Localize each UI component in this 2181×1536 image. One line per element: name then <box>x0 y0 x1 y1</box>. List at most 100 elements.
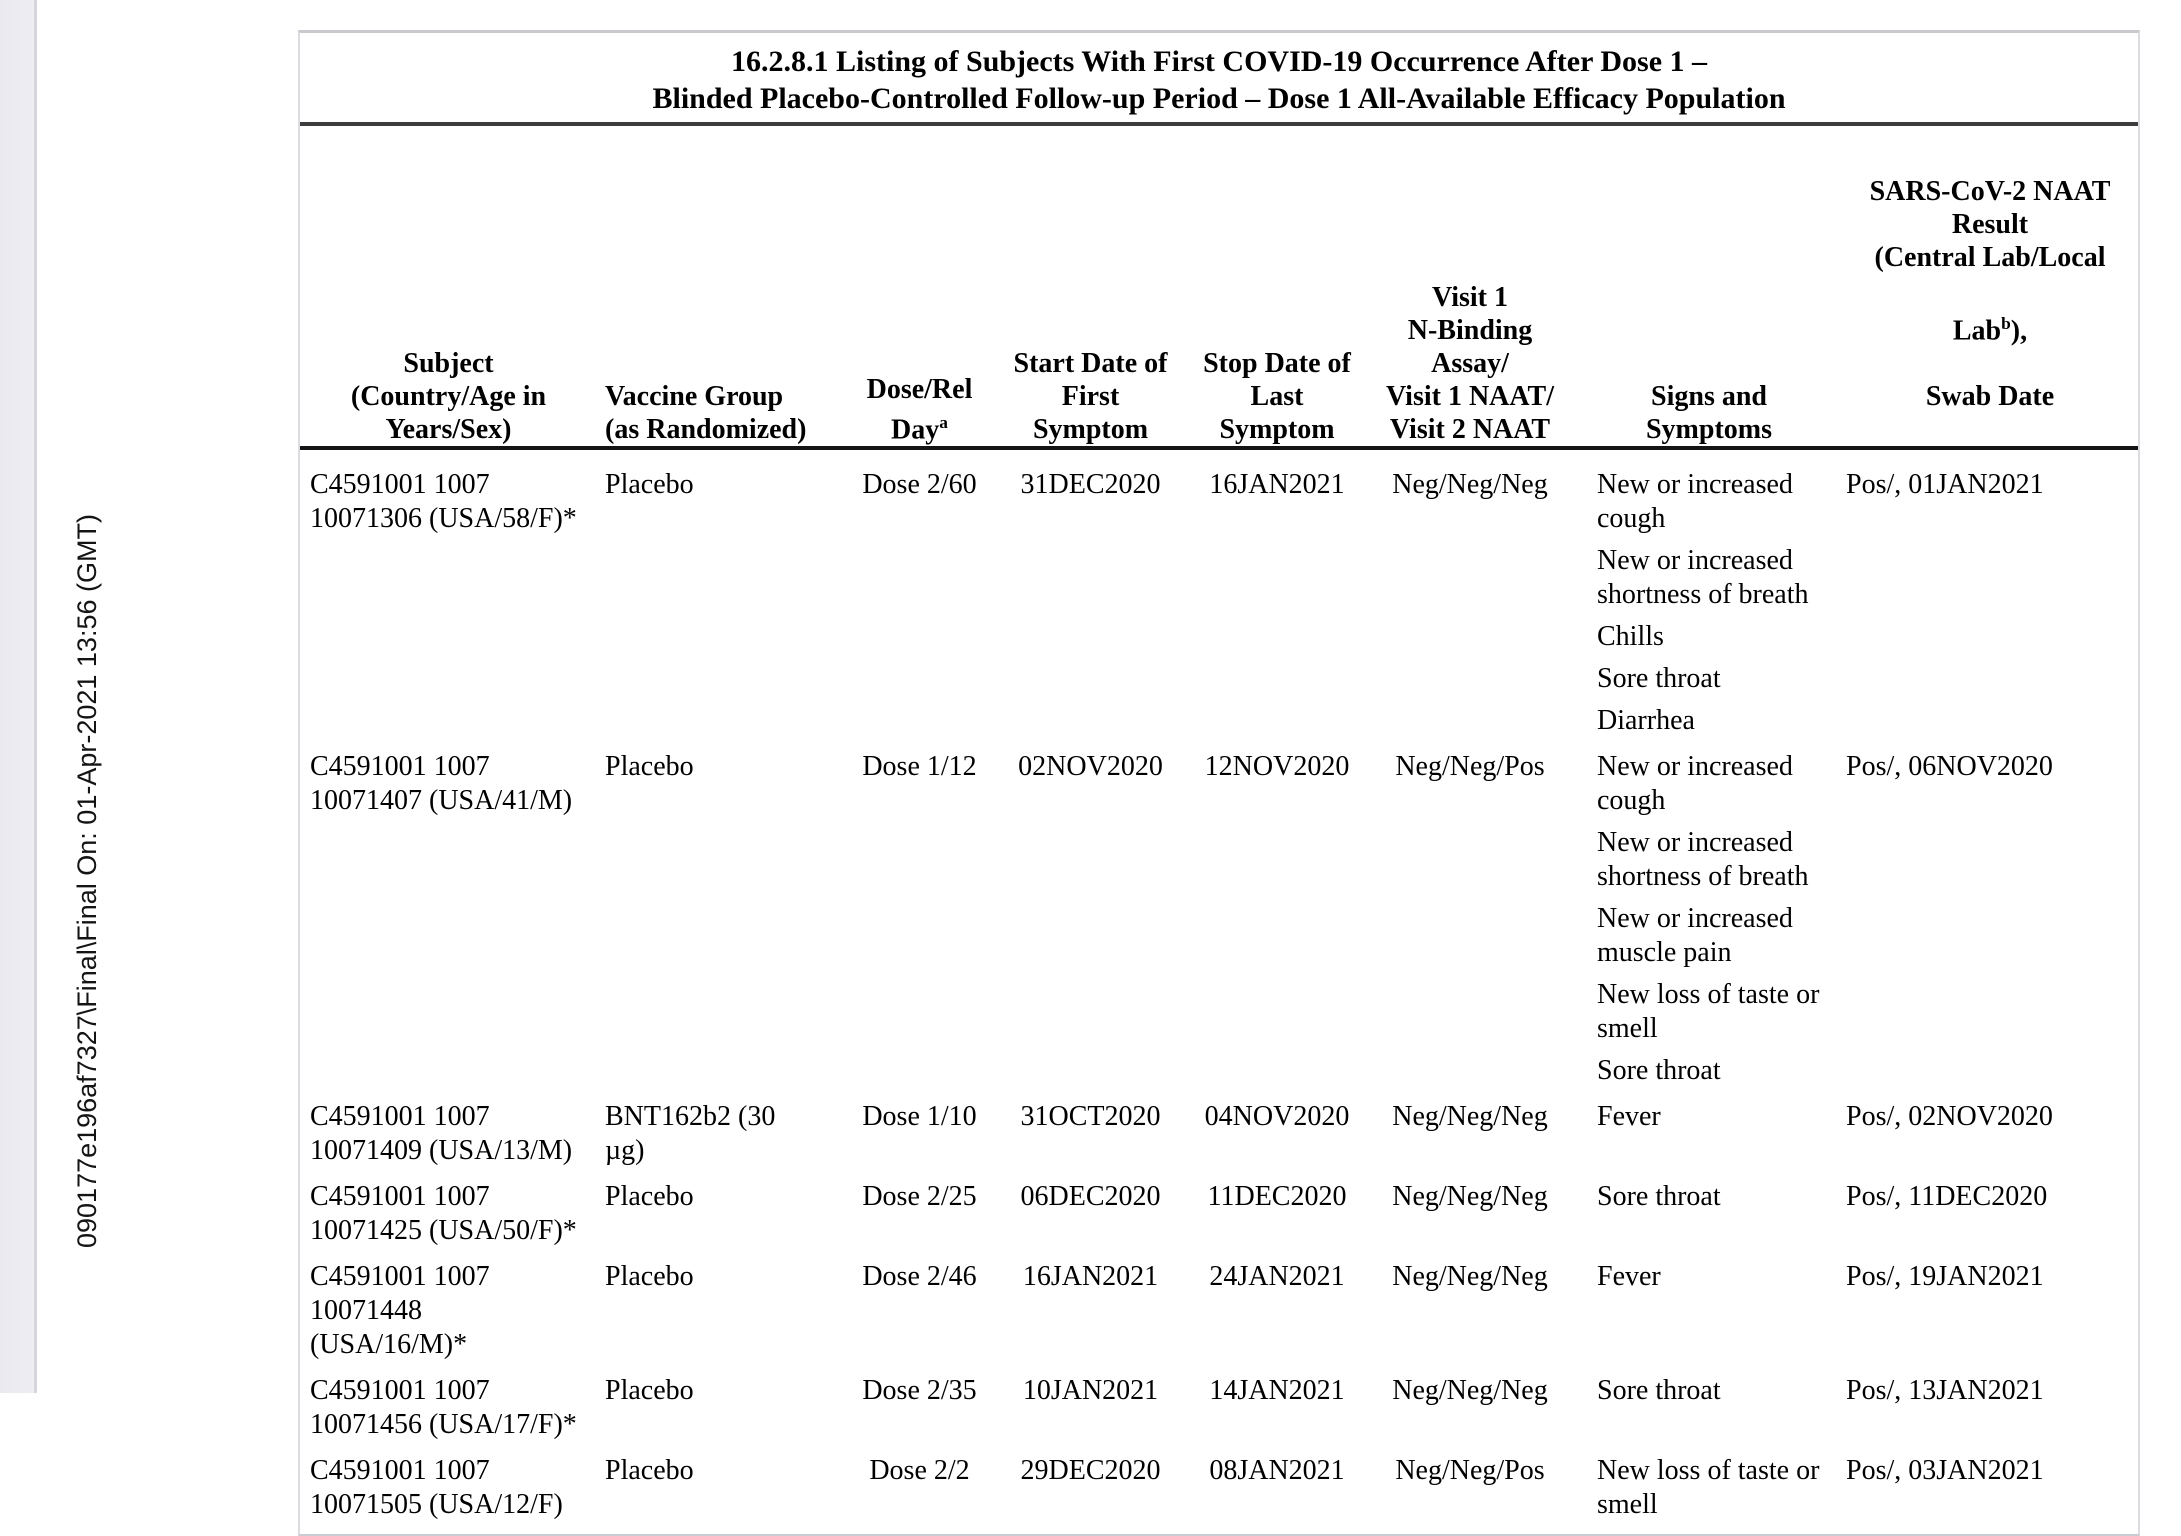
cell-start-date: 10JAN2021 <box>1022 1375 1159 1407</box>
footnote-marker-a: a <box>939 413 948 432</box>
col-header-stop-date: Stop Date of Last Symptom <box>1203 348 1351 446</box>
cell-start-date: 31OCT2020 <box>1020 1101 1161 1133</box>
table-row: C4591001 1007 10071456 (USA/17/F)* Place… <box>300 1362 2138 1442</box>
symptom-item: New or increased shortness of breath <box>1597 827 1809 893</box>
col-header-naat-result-last-line: Swab Date <box>1925 381 2055 413</box>
symptom-item: Sore throat <box>1597 1181 1721 1213</box>
cell-start-date: 29DEC2020 <box>1020 1455 1161 1487</box>
symptom-item: New or increased shortness of breath <box>1597 545 1809 611</box>
lab-line-suffix: ), <box>2010 315 2028 347</box>
col-header-start-date: Start Date of First Symptom <box>1013 348 1168 446</box>
symptom-item: Sore throat <box>1597 663 1721 695</box>
cell-naat-result: Pos/, 02NOV2020 <box>1846 1101 2053 1133</box>
cell-vaccine-group: Placebo <box>605 1455 694 1487</box>
cell-stop-date: 11DEC2020 <box>1207 1181 1347 1213</box>
symptom-item: New or increased cough <box>1597 751 1793 817</box>
symptom-item: Fever <box>1597 1101 1661 1133</box>
cell-subject: C4591001 1007 10071456 (USA/17/F)* <box>310 1375 577 1441</box>
cell-subject: C4591001 1007 10071409 (USA/13/M) <box>310 1101 573 1167</box>
symptom-item: New loss of taste or smell <box>1597 979 1820 1045</box>
cell-stop-date: 14JAN2021 <box>1209 1375 1345 1407</box>
cell-signs-symptoms: New or increased cough New or increased s… <box>1580 468 1838 738</box>
col-header-naat-result-top-lines: SARS-CoV-2 NAAT Result (Central Lab/Loca… <box>1869 176 2111 273</box>
symptom-item: New or increased cough <box>1597 469 1793 535</box>
col-header-dose-rel-day: Dose/Rel Daya <box>852 373 987 446</box>
listing-table: 16.2.8.1 Listing of Subjects With First … <box>298 30 2140 1536</box>
cell-start-date: 16JAN2021 <box>1022 1261 1159 1293</box>
cell-signs-symptoms: Sore throat <box>1580 1374 1838 1408</box>
cell-vaccine-group: BNT162b2 (30 µg) <box>605 1101 776 1167</box>
document-sidebar-watermark: 090177e196af7327\Final\Final On: 01-Apr-… <box>72 514 102 1248</box>
cell-naat-result: Pos/, 01JAN2021 <box>1846 469 2044 501</box>
symptom-item: New or increased muscle pain <box>1597 903 1793 969</box>
cell-dose-rel-day: Dose 2/60 <box>862 469 977 501</box>
cell-signs-symptoms: Sore throat <box>1580 1180 1838 1214</box>
cell-vaccine-group: Placebo <box>605 1375 694 1407</box>
symptom-item: Sore throat <box>1597 1375 1721 1407</box>
cell-stop-date: 08JAN2021 <box>1209 1455 1345 1487</box>
cell-naat-result: Pos/, 19JAN2021 <box>1846 1261 2044 1293</box>
symptom-item: Chills <box>1597 621 1664 653</box>
cell-dose-rel-day: Dose 2/2 <box>869 1455 970 1487</box>
cell-subject: C4591001 1007 10071306 (USA/58/F)* <box>310 469 577 535</box>
symptom-item: Sore throat <box>1597 1055 1721 1087</box>
col-header-signs-symptoms: Signs and Symptoms <box>1645 381 1772 446</box>
cell-start-date: 02NOV2020 <box>1018 751 1163 783</box>
cell-vaccine-group: Placebo <box>605 1261 694 1293</box>
cell-subject: C4591001 1007 10071505 (USA/12/F) <box>310 1455 563 1521</box>
cell-signs-symptoms: Fever <box>1580 1100 1838 1134</box>
cell-dose-rel-day: Dose 2/35 <box>862 1375 977 1407</box>
cell-nbinding-naat: Neg/Neg/Neg <box>1392 1261 1548 1293</box>
col-header-naat-result: SARS-CoV-2 NAAT Result (Central Lab/Loca… <box>1838 142 2142 446</box>
cell-stop-date: 12NOV2020 <box>1204 751 1350 783</box>
cell-start-date: 06DEC2020 <box>1020 1181 1161 1213</box>
table-header-row: Subject (Country/Age in Years/Sex) Vacci… <box>300 126 2138 451</box>
symptom-item: Diarrhea <box>1597 705 1695 737</box>
col-header-nbinding-naat: Visit 1 N-Binding Assay/ Visit 1 NAAT/ V… <box>1386 282 1554 446</box>
cell-naat-result: Pos/, 13JAN2021 <box>1846 1375 2044 1407</box>
table-row: C4591001 1007 10071425 (USA/50/F)* Place… <box>300 1168 2138 1248</box>
cell-signs-symptoms: New loss of taste or smell <box>1580 1454 1838 1522</box>
page-edge-strip <box>0 0 37 1393</box>
symptom-item: Fever <box>1597 1261 1661 1293</box>
cell-signs-symptoms: Fever <box>1580 1260 1838 1294</box>
cell-dose-rel-day: Dose 2/46 <box>862 1261 977 1293</box>
col-header-vaccine-group: Vaccine Group (as Randomized) <box>605 381 807 446</box>
cell-subject: C4591001 1007 10071425 (USA/50/F)* <box>310 1181 577 1247</box>
cell-vaccine-group: Placebo <box>605 469 694 501</box>
cell-naat-result: Pos/, 11DEC2020 <box>1846 1181 2048 1213</box>
table-row: C4591001 1007 10071409 (USA/13/M) BNT162… <box>300 1088 2138 1168</box>
cell-vaccine-group: Placebo <box>605 751 694 783</box>
col-header-dose-label: Dose/Rel Day <box>866 374 973 446</box>
cell-nbinding-naat: Neg/Neg/Neg <box>1392 1101 1548 1133</box>
cell-stop-date: 16JAN2021 <box>1209 469 1345 501</box>
cell-nbinding-naat: Neg/Neg/Neg <box>1392 1375 1548 1407</box>
cell-start-date: 31DEC2020 <box>1020 469 1161 501</box>
cell-stop-date: 04NOV2020 <box>1204 1101 1350 1133</box>
cell-subject: C4591001 1007 10071407 (USA/41/M) <box>310 751 573 817</box>
table-row: C4591001 1007 10071505 (USA/12/F) Placeb… <box>300 1442 2138 1522</box>
cell-dose-rel-day: Dose 1/12 <box>862 751 977 783</box>
table-body: C4591001 1007 10071306 (USA/58/F)* Place… <box>300 450 2138 1534</box>
cell-dose-rel-day: Dose 2/25 <box>862 1181 977 1213</box>
table-row: C4591001 1007 10071306 (USA/58/F)* Place… <box>300 450 2138 738</box>
table-title: 16.2.8.1 Listing of Subjects With First … <box>300 33 2138 126</box>
table-row: C4591001 1007 10071448 (USA/16/M)* Place… <box>300 1248 2138 1362</box>
cell-dose-rel-day: Dose 1/10 <box>862 1101 977 1133</box>
footnote-marker-b: b <box>2001 314 2011 333</box>
cell-nbinding-naat: Neg/Neg/Neg <box>1392 469 1548 501</box>
cell-vaccine-group: Placebo <box>605 1181 694 1213</box>
cell-signs-symptoms: New or increased cough New or increased s… <box>1580 750 1838 1088</box>
cell-nbinding-naat: Neg/Neg/Neg <box>1392 1181 1548 1213</box>
symptom-item: New loss of taste or smell <box>1597 1455 1820 1521</box>
cell-stop-date: 24JAN2021 <box>1209 1261 1345 1293</box>
cell-naat-result: Pos/, 03JAN2021 <box>1846 1455 2044 1487</box>
cell-naat-result: Pos/, 06NOV2020 <box>1846 751 2053 783</box>
cell-nbinding-naat: Neg/Neg/Pos <box>1395 1455 1545 1487</box>
cell-subject: C4591001 1007 10071448 (USA/16/M)* <box>310 1261 490 1361</box>
table-row: C4591001 1007 10071407 (USA/41/M) Placeb… <box>300 738 2138 1088</box>
cell-nbinding-naat: Neg/Neg/Pos <box>1395 751 1545 783</box>
col-header-subject: Subject (Country/Age in Years/Sex) <box>350 348 547 446</box>
col-header-naat-result-lab-line: Labb), <box>1838 307 2142 347</box>
lab-line-prefix: Lab <box>1952 315 2002 347</box>
